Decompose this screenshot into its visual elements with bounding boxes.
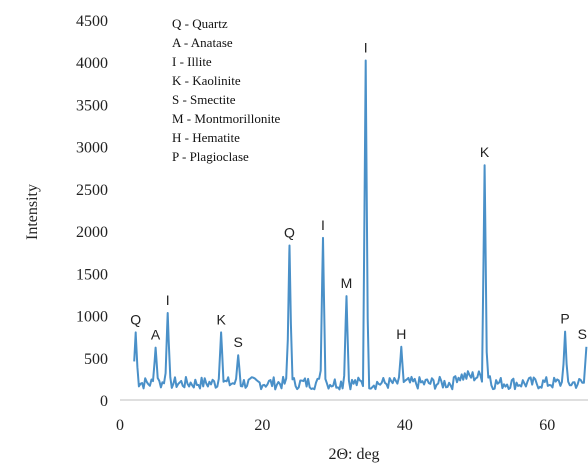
y-tick-label: 1500	[76, 266, 108, 283]
x-axis-title: 2Θ: deg	[328, 446, 379, 463]
legend-entry: H - Hematite	[172, 130, 240, 145]
legend-entry: I - Illite	[172, 54, 212, 69]
y-tick-label: 2000	[76, 224, 108, 241]
y-tick-label: 2500	[76, 182, 108, 199]
legend: Q - Quartz A - Anatase I - Illite K - Kaoli…	[172, 16, 281, 164]
peak-label: M	[341, 275, 353, 291]
legend-entry: K - Kaolinite	[172, 73, 241, 88]
x-tick-label: 40	[397, 417, 413, 434]
y-tick-label: 0	[100, 393, 108, 410]
peak-label: K	[216, 311, 226, 327]
legend-entry: Q - Quartz	[172, 16, 228, 31]
y-tick-label: 4500	[76, 13, 108, 30]
x-axis-ticks: 0 20 40 60	[116, 417, 555, 434]
peak-label: S	[234, 334, 243, 350]
peak-label: A	[151, 327, 161, 343]
peak-label: P	[560, 311, 569, 327]
legend-entry: S - Smectite	[172, 92, 236, 107]
x-tick-label: 20	[254, 417, 270, 434]
legend-entry: M - Montmorillonite	[172, 111, 281, 126]
y-tick-label: 1000	[76, 309, 108, 326]
legend-entry: A - Anatase	[172, 35, 233, 50]
peak-label: Q	[130, 311, 141, 327]
y-tick-label: 500	[84, 351, 108, 368]
peak-label: K	[480, 144, 490, 160]
y-tick-label: 3500	[76, 97, 108, 114]
x-tick-label: 60	[539, 417, 555, 434]
y-axis-ticks: 0 500 1000 1500 2000 2500 3000 3500 4000 4500	[76, 13, 108, 410]
peak-label: H	[396, 326, 406, 342]
peak-label: I	[364, 40, 368, 56]
x-tick-label: 0	[116, 417, 124, 434]
peak-label: S	[578, 326, 587, 342]
peak-label: I	[321, 217, 325, 233]
y-axis-title: Intensity	[24, 184, 41, 240]
peak-label: Q	[284, 224, 295, 240]
legend-entry: P - Plagioclase	[172, 149, 249, 164]
y-tick-label: 3000	[76, 140, 108, 157]
series-line	[133, 59, 588, 391]
peak-label: I	[166, 292, 170, 308]
y-tick-label: 4000	[76, 55, 108, 72]
